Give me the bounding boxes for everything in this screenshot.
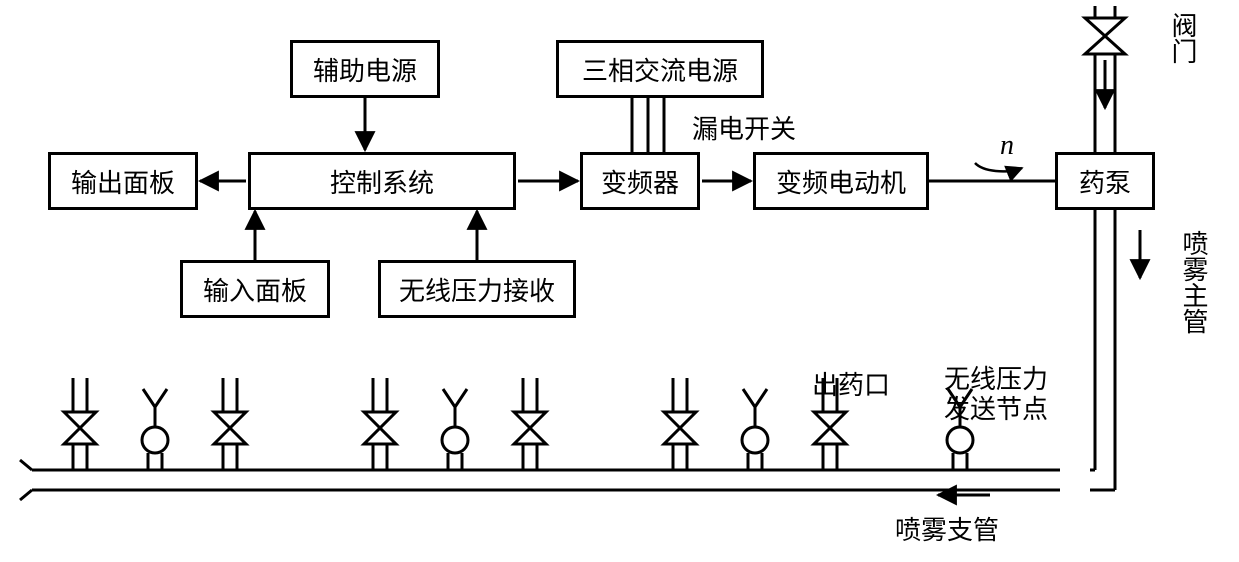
spray_branch-label: 喷雾支管: [895, 510, 999, 547]
wireless_rx-box: 无线压力接收: [378, 260, 576, 318]
input_panel-box: 输入面板: [180, 260, 330, 318]
wireless_tx-label: 无线压力发送节点: [944, 365, 1064, 425]
vf_motor-box: 变频电动机: [753, 152, 929, 210]
aux_power-box: 辅助电源: [290, 40, 440, 98]
inverter-box: 变频器: [580, 152, 700, 210]
valve-label: 阀门: [1164, 12, 1201, 64]
three_phase-box: 三相交流电源: [556, 40, 764, 98]
pump-box: 药泵: [1055, 152, 1155, 210]
outlet-label: 出药口: [812, 365, 890, 402]
n-label: n: [1000, 130, 1014, 162]
spray_main-label: 喷雾主管: [1175, 230, 1212, 334]
control_sys-box: 控制系统: [248, 152, 516, 210]
leakage_sw-label: 漏电开关: [692, 109, 796, 146]
output_panel-box: 输出面板: [48, 152, 198, 210]
